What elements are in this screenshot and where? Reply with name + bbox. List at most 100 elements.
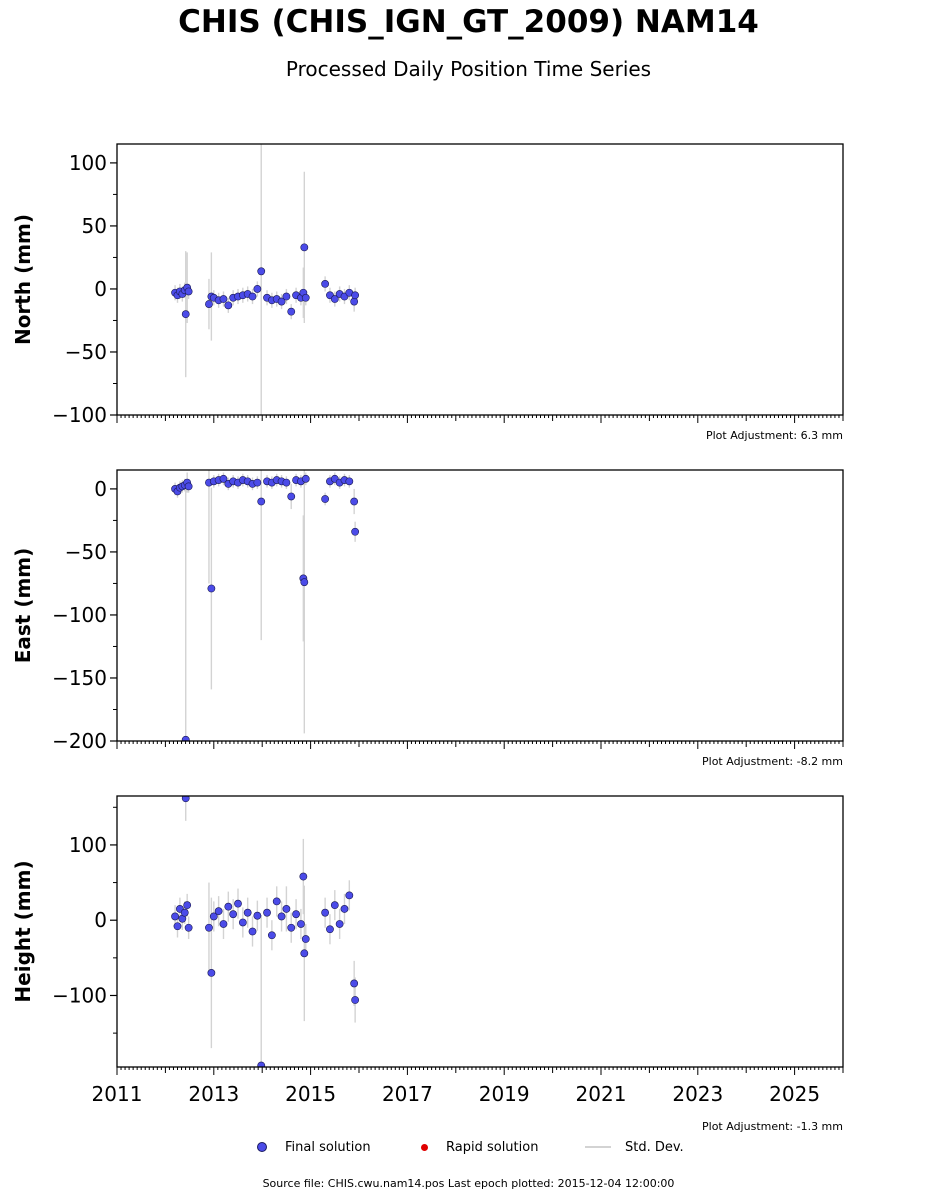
height-x-tick-label: 2015 [285, 1082, 336, 1106]
east-point [345, 477, 354, 486]
north-plot-adjustment: Plot Adjustment: 6.3 mm [706, 429, 843, 442]
height-point [171, 912, 179, 921]
east-point [350, 497, 359, 506]
height-point [180, 908, 189, 917]
height-point [340, 905, 349, 913]
north-point [184, 287, 193, 296]
legend-item-final: Final solution [257, 1137, 371, 1157]
east-point [351, 527, 360, 536]
north-point [301, 293, 310, 302]
source-footer: Source file: CHIS.cwu.nam14.pos Last epo… [262, 1177, 675, 1190]
height-point [207, 969, 216, 977]
height-point [224, 902, 233, 911]
north-y-tick-label: 100 [69, 151, 107, 175]
north-point [300, 243, 309, 252]
height-axes-frame [116, 795, 844, 1068]
legend-rapid-marker [421, 1143, 428, 1151]
north-point [350, 297, 359, 306]
east-y-tick-label: −100 [52, 603, 107, 627]
east-y-tick-label: −150 [52, 666, 107, 690]
east-point [181, 735, 190, 741]
height-point [184, 923, 193, 932]
height-point [238, 918, 247, 927]
height-point [214, 907, 223, 916]
north-point [257, 267, 266, 276]
height-point [253, 911, 262, 920]
height-point [301, 935, 310, 943]
north-point [277, 297, 286, 306]
north-y-axis-label: North (mm) [11, 214, 35, 345]
height-x-tick-label: 2025 [769, 1082, 820, 1106]
height-x-tick-label: 2021 [576, 1082, 627, 1106]
height-x-tick-label: 2013 [188, 1082, 239, 1106]
legend: Final solution Rapid solution Std. Dev. [0, 1137, 937, 1157]
north-y-tick-label: 50 [82, 214, 107, 238]
chart-subtitle: Processed Daily Position Time Series [285, 57, 652, 81]
legend-final-marker [257, 1142, 267, 1152]
north-y-tick-label: −50 [65, 340, 107, 364]
panel-height: −100 0 100 2011 2013 2015 2017 2019 2021 2023 2025… [11, 795, 844, 1133]
height-point [330, 901, 339, 910]
north-y-tick-label: −100 [52, 403, 107, 427]
legend-item-std: Std. Dev. [585, 1137, 684, 1157]
east-point [287, 492, 296, 501]
legend-final-label: Final solution [285, 1139, 371, 1155]
height-x-tick-label: 2011 [92, 1082, 143, 1106]
height-x-tick-label: 2019 [479, 1082, 530, 1106]
height-point [229, 910, 238, 919]
north-point [321, 280, 330, 288]
north-point [224, 301, 233, 310]
east-y-axis-label: East (mm) [11, 548, 35, 664]
east-y-tick-label: 0 [94, 477, 107, 501]
east-y-tick-label: −50 [65, 540, 107, 564]
height-point [234, 899, 242, 908]
north-y-tick-label: 0 [94, 277, 107, 301]
height-y-tick-label: 100 [69, 833, 107, 857]
height-point [299, 872, 308, 881]
height-point [263, 908, 271, 917]
panel-east: −200 −150 −100 −50 0 East (mm) Plot Adjustment… [11, 469, 844, 768]
chart-title: CHIS (CHIS_IGN_GT_2009) NAM14 [178, 4, 759, 40]
height-y-tick-label: 0 [94, 908, 107, 932]
height-point [248, 927, 257, 936]
height-y-axis-label: Height (mm) [11, 860, 35, 1002]
east-point [300, 578, 309, 587]
height-point [243, 908, 252, 917]
north-point [219, 295, 228, 303]
height-x-tick-label: 2023 [672, 1082, 723, 1106]
height-point [205, 923, 213, 932]
east-point [253, 478, 262, 487]
height-plot-area [171, 796, 360, 1067]
height-point [292, 910, 300, 919]
height-point [345, 891, 354, 900]
height-point [257, 1061, 266, 1067]
legend-rapid-label: Rapid solution [446, 1139, 539, 1155]
height-point [351, 996, 360, 1004]
legend-std-marker [585, 1146, 611, 1148]
east-axes-frame [116, 469, 844, 742]
height-plot-adjustment: Plot Adjustment: -1.3 mm [702, 1120, 843, 1133]
panel-north: −100 −50 0 50 100 North (mm) Plot Adjustment: … [11, 143, 844, 442]
east-y-tick-label: −200 [52, 729, 107, 753]
legend-item-rapid: Rapid solution [421, 1137, 538, 1157]
north-point [282, 292, 291, 301]
north-point [248, 292, 257, 301]
east-point [301, 474, 310, 483]
height-point [277, 912, 286, 921]
north-point [351, 291, 360, 300]
north-axes-frame [116, 143, 844, 416]
east-point [219, 474, 228, 483]
height-point [181, 796, 190, 803]
height-point [282, 905, 291, 913]
east-point [321, 495, 330, 503]
height-point [219, 920, 228, 928]
height-point [321, 908, 330, 917]
height-point [300, 949, 309, 958]
height-point [350, 979, 359, 988]
height-point [335, 920, 344, 928]
east-point [207, 584, 216, 593]
height-point [297, 920, 305, 928]
north-point [287, 307, 296, 316]
height-y-tick-label: −100 [52, 983, 107, 1007]
